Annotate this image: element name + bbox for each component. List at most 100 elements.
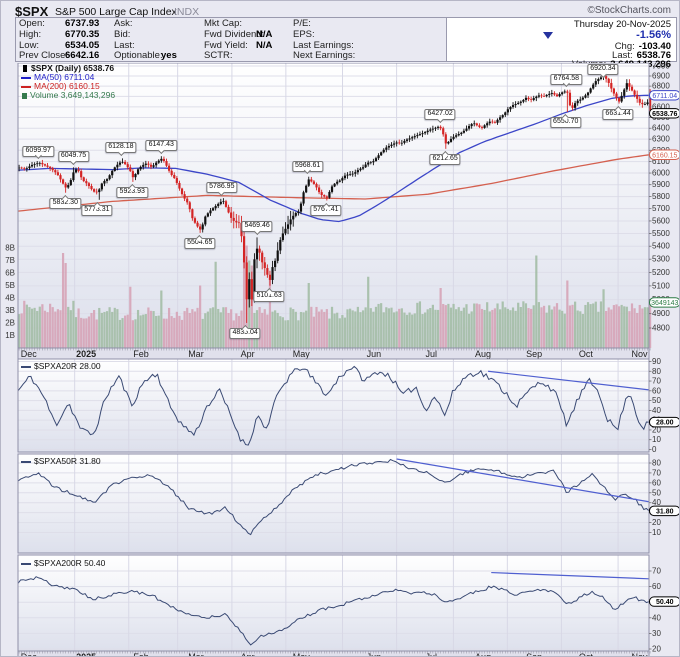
svg-text:5B: 5B bbox=[5, 281, 15, 290]
svg-text:6600: 6600 bbox=[652, 102, 670, 111]
svg-text:6538.76: 6538.76 bbox=[652, 111, 677, 118]
symbol-name: S&P 500 Large Cap Index bbox=[55, 6, 177, 18]
svg-text:Aug: Aug bbox=[475, 349, 491, 359]
svg-text:5100: 5100 bbox=[652, 281, 670, 290]
quote-summary-box: Thursday 20-Nov-2025 -1.56% Chg: -103.40 … bbox=[446, 17, 677, 70]
field-sctr: SCTR: bbox=[204, 50, 233, 62]
svg-text:70: 70 bbox=[652, 377, 661, 386]
svg-text:Jun: Jun bbox=[367, 652, 382, 657]
svg-text:6800: 6800 bbox=[652, 82, 670, 91]
svg-text:Feb: Feb bbox=[133, 652, 149, 657]
exchange-tag: INDX bbox=[174, 6, 200, 18]
svg-text:2025: 2025 bbox=[76, 652, 96, 657]
svg-text:Oct: Oct bbox=[579, 349, 594, 359]
ma200-line-icon bbox=[21, 85, 31, 88]
svg-text:3649143: 3649143 bbox=[651, 300, 678, 307]
svg-text:6711.04: 6711.04 bbox=[652, 93, 677, 100]
svg-text:Oct: Oct bbox=[579, 652, 594, 657]
candlestick-icon bbox=[23, 65, 27, 73]
svg-text:31.80: 31.80 bbox=[656, 508, 674, 515]
legend-ma50: MA(50) 6711.04 bbox=[34, 72, 95, 82]
svg-text:5300: 5300 bbox=[652, 255, 670, 264]
field-bid: Bid: bbox=[114, 28, 131, 40]
svg-text:Jul: Jul bbox=[426, 652, 438, 657]
field-last: Last: bbox=[114, 39, 135, 51]
svg-text:4B: 4B bbox=[5, 294, 15, 303]
down-triangle-icon bbox=[543, 32, 553, 39]
svg-text:5600: 5600 bbox=[652, 216, 670, 225]
svg-text:Sep: Sep bbox=[526, 349, 542, 359]
symbol: $SPX bbox=[15, 4, 49, 19]
svg-text:5800: 5800 bbox=[652, 192, 670, 201]
volume-bars bbox=[18, 245, 652, 348]
field-next-earnings: Next Earnings: bbox=[293, 50, 356, 62]
volume-bars-icon bbox=[22, 92, 27, 99]
svg-text:6B: 6B bbox=[5, 269, 15, 278]
svg-text:7B: 7B bbox=[5, 256, 15, 265]
svg-text:Apr: Apr bbox=[241, 652, 255, 657]
svg-text:60: 60 bbox=[652, 478, 661, 487]
field-eps: EPS: bbox=[293, 28, 315, 40]
svg-text:3B: 3B bbox=[5, 306, 15, 315]
candlesticks bbox=[18, 72, 652, 323]
svg-text:Apr: Apr bbox=[241, 349, 255, 359]
svg-text:Dec: Dec bbox=[21, 652, 38, 657]
svg-text:Jun: Jun bbox=[367, 349, 382, 359]
svg-text:Dec: Dec bbox=[21, 349, 38, 359]
header-col-earnings: P/E: EPS: Last Earnings: Next Earnings: bbox=[293, 18, 356, 62]
svg-text:Nov: Nov bbox=[632, 652, 649, 657]
svg-text:6900: 6900 bbox=[652, 71, 670, 80]
svg-text:20: 20 bbox=[652, 425, 661, 434]
header-col-bidask: Ask: Bid: Last: Optionable: yes bbox=[114, 18, 177, 62]
svg-text:80: 80 bbox=[652, 459, 661, 468]
field-high: High: 6770.35 bbox=[19, 28, 100, 40]
legend-ma200: MA(200) 6160.15 bbox=[34, 81, 100, 91]
svg-text:Jul: Jul bbox=[426, 349, 438, 359]
svg-text:40: 40 bbox=[652, 498, 661, 507]
svg-text:70: 70 bbox=[652, 567, 661, 576]
svg-text:7000: 7000 bbox=[652, 63, 670, 71]
svg-text:Aug: Aug bbox=[475, 652, 491, 657]
svg-text:40: 40 bbox=[652, 613, 661, 622]
main-chart-legend: $SPX (Daily) 6538.76 MA(50) 6711.04 MA(2… bbox=[21, 64, 115, 100]
field-ask: Ask: bbox=[114, 18, 133, 29]
svg-text:4900: 4900 bbox=[652, 309, 670, 318]
stockcharts-credit: ©StockCharts.com bbox=[587, 5, 671, 16]
field-mktcap: Mkt Cap: bbox=[204, 18, 243, 29]
chart-canvas[interactable]: Dec 2025 Feb Mar Apr May Jun Jul Aug Sep Oct Nov908… bbox=[1, 63, 680, 657]
svg-text:60: 60 bbox=[652, 386, 661, 395]
field-low: Low: 6534.05 bbox=[19, 39, 100, 51]
svg-text:20: 20 bbox=[652, 518, 661, 527]
svg-text:50.40: 50.40 bbox=[656, 599, 674, 606]
field-pe: P/E: bbox=[293, 18, 311, 29]
svg-text:5200: 5200 bbox=[652, 268, 670, 277]
panel-legend-spxa200r: $SPXA200R 50.40 bbox=[21, 558, 105, 568]
svg-text:28.00: 28.00 bbox=[656, 420, 674, 427]
line-icon bbox=[21, 460, 31, 463]
svg-text:Feb: Feb bbox=[133, 349, 149, 359]
svg-text:80: 80 bbox=[652, 367, 661, 376]
svg-text:2025: 2025 bbox=[76, 349, 96, 359]
legend-spx: $SPX (Daily) 6538.76 bbox=[31, 63, 115, 73]
field-open: Open: 6737.93 bbox=[19, 18, 100, 29]
header-col-fundamental: Mkt Cap: Fwd Dividend: N/A Fwd Yield: N/A … bbox=[204, 18, 272, 62]
panel-legend-spxa50r: $SPXA50R 31.80 bbox=[21, 456, 101, 466]
svg-text:10: 10 bbox=[652, 528, 661, 537]
svg-text:4800: 4800 bbox=[652, 324, 670, 333]
svg-text:5900: 5900 bbox=[652, 180, 670, 189]
svg-text:8B: 8B bbox=[5, 244, 15, 253]
svg-text:0: 0 bbox=[652, 445, 657, 454]
quote-percent-change: -1.56% bbox=[636, 29, 671, 41]
svg-text:6000: 6000 bbox=[652, 169, 670, 178]
svg-text:6100: 6100 bbox=[652, 157, 670, 166]
svg-text:6300: 6300 bbox=[652, 135, 670, 144]
field-prev-close: Prev Close: 6642.16 bbox=[19, 50, 100, 62]
svg-text:50: 50 bbox=[652, 488, 661, 497]
svg-text:Mar: Mar bbox=[188, 652, 204, 657]
svg-text:1B: 1B bbox=[5, 331, 15, 340]
svg-text:6400: 6400 bbox=[652, 124, 670, 133]
svg-text:40: 40 bbox=[652, 406, 661, 415]
line-icon bbox=[21, 365, 31, 368]
svg-text:70: 70 bbox=[652, 468, 661, 477]
